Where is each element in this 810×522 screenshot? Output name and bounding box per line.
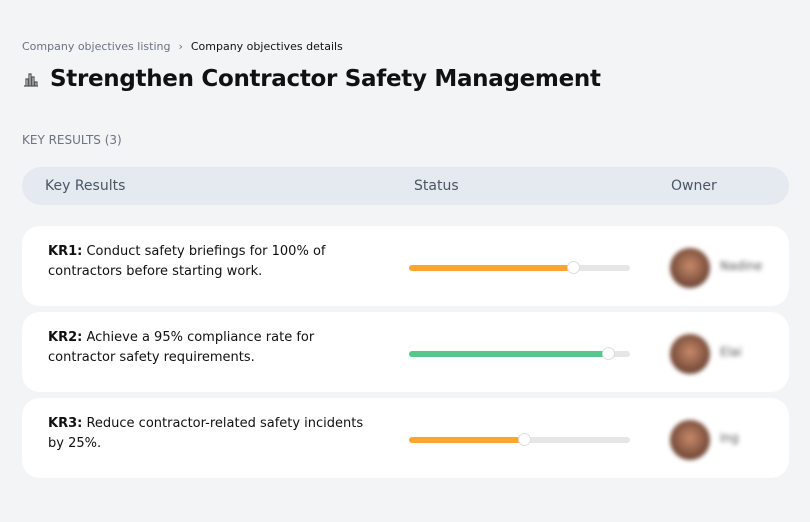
- owner-avatar: [670, 420, 710, 460]
- chevron-right-icon: ›: [178, 40, 183, 53]
- breadcrumb: Company objectives listing › Company obj…: [22, 40, 343, 53]
- progress-knob: [566, 261, 580, 274]
- progress-bar: [409, 433, 630, 446]
- progress-fill: [409, 351, 608, 357]
- key-result-description: Achieve a 95% compliance rate for contra…: [48, 330, 315, 365]
- key-result-text: KR2: Achieve a 95% compliance rate for c…: [48, 328, 378, 368]
- key-result-row[interactable]: KR1: Conduct safety briefings for 100% o…: [22, 226, 789, 306]
- building-chart-icon: [24, 73, 38, 87]
- owner-name: Ing: [720, 431, 739, 445]
- column-status: Status: [414, 178, 459, 194]
- section-heading: KEY RESULTS (3): [22, 133, 122, 147]
- key-result-row[interactable]: KR3: Reduce contractor-related safety in…: [22, 398, 789, 478]
- key-result-text: KR3: Reduce contractor-related safety in…: [48, 414, 378, 454]
- owner-avatar: [670, 334, 710, 374]
- column-key-results: Key Results: [45, 178, 126, 194]
- key-result-row[interactable]: KR2: Achieve a 95% compliance rate for c…: [22, 312, 789, 392]
- table-header: Key Results Status Owner: [22, 167, 789, 205]
- breadcrumb-current: Company objectives details: [190, 40, 343, 53]
- key-result-code: KR1:: [48, 244, 83, 259]
- page-header: Strengthen Contractor Safety Management: [22, 66, 601, 92]
- owner-name: Nadine: [720, 259, 763, 273]
- owner-avatar: [670, 248, 710, 288]
- key-result-text: KR1: Conduct safety briefings for 100% o…: [48, 242, 378, 282]
- key-result-code: KR3:: [48, 416, 83, 431]
- page-title: Strengthen Contractor Safety Management: [50, 66, 601, 92]
- owner-name: Elai: [720, 345, 742, 359]
- progress-bar: [409, 261, 630, 274]
- progress-fill: [409, 437, 524, 443]
- key-result-code: KR2:: [48, 330, 83, 345]
- breadcrumb-parent-link[interactable]: Company objectives listing: [22, 40, 171, 53]
- progress-bar: [409, 347, 630, 360]
- column-owner: Owner: [671, 178, 717, 194]
- key-result-description: Conduct safety briefings for 100% of con…: [48, 244, 326, 279]
- key-result-description: Reduce contractor-related safety inciden…: [48, 416, 364, 451]
- progress-knob: [517, 433, 531, 446]
- progress-fill: [409, 265, 573, 271]
- progress-knob: [601, 347, 615, 360]
